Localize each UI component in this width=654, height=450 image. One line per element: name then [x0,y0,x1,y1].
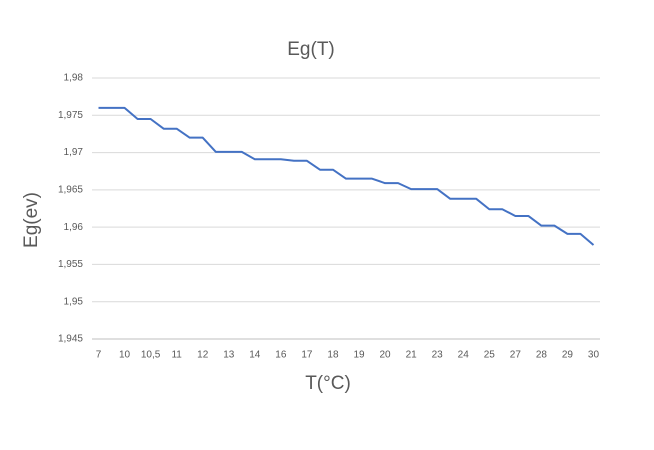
x-tick-label: 28 [536,350,548,361]
x-tick-label: 7 [96,350,102,361]
x-tick-label: 17 [301,350,313,361]
x-axis-title: T(°C) [305,373,351,394]
y-tick-label: 1,945 [58,334,83,345]
y-tick-label: 1,98 [64,73,84,84]
x-tick-label: 16 [275,350,287,361]
y-tick-label: 1,955 [58,259,83,270]
x-tick-label: 13 [223,350,235,361]
x-tick-label: 24 [458,350,470,361]
y-tick-label: 1,965 [58,184,83,195]
x-tick-label: 19 [353,350,365,361]
x-tick-label: 10,5 [141,350,161,361]
x-tick-label: 20 [380,350,392,361]
y-tick-label: 1,96 [64,222,84,233]
y-tick-label: 1,97 [64,147,84,158]
x-tick-label: 14 [249,350,261,361]
chart-title: Eg(T) [287,39,335,60]
x-tick-label: 10 [119,350,131,361]
x-tick-label: 29 [562,350,574,361]
data-line [98,106,595,246]
x-tick-label: 23 [432,350,444,361]
x-tick-label: 27 [510,350,522,361]
x-tick-label: 18 [327,350,339,361]
x-tick-label: 25 [484,350,496,361]
y-tick-label: 1,975 [58,110,83,121]
y-axis-title: Eg(ev) [21,192,42,248]
y-tick-label: 1,95 [64,296,84,307]
x-tick-label: 12 [197,350,209,361]
x-tick-label: 30 [588,350,600,361]
x-tick-label: 21 [406,350,418,361]
x-tick-label: 11 [171,350,182,361]
